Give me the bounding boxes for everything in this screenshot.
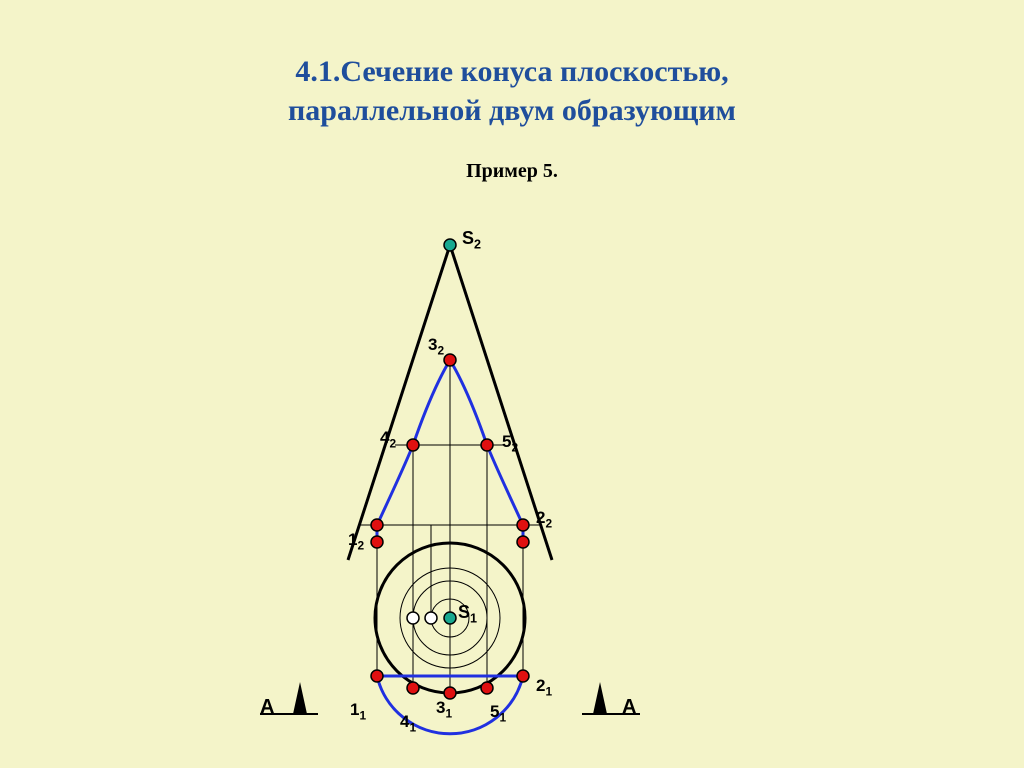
label-L32: 32 [428, 335, 444, 357]
label-AR: A [622, 696, 636, 719]
label-AL: A [260, 696, 274, 719]
label-L52: 52 [502, 432, 518, 454]
label-L31: 31 [436, 698, 452, 720]
diagram-svg [0, 0, 1024, 768]
label-L12: 12 [348, 530, 364, 552]
diagram-canvas [0, 0, 1024, 768]
label-L22: 22 [536, 508, 552, 530]
label-L41: 41 [400, 712, 416, 734]
label-L11: 11 [350, 700, 366, 722]
label-L42: 42 [380, 428, 396, 450]
label-L51: 51 [490, 702, 506, 724]
label-S2: S2 [462, 228, 481, 252]
label-L21: 21 [536, 676, 552, 698]
label-S1: S1 [458, 602, 477, 626]
